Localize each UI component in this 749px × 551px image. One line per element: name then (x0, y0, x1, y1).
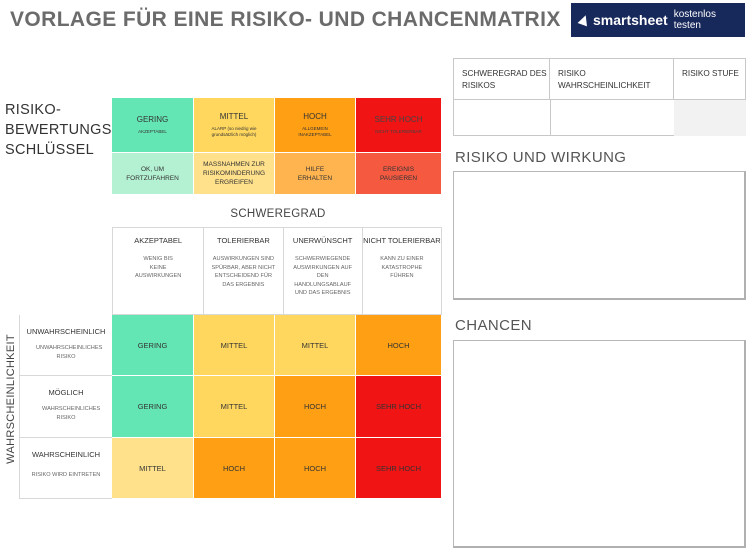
risk-impact-title: RISIKO UND WIRKUNG (455, 149, 627, 166)
key-level-subtitle: AKZEPTABEL (138, 129, 167, 134)
risk-key-label-line: SCHLÜSSEL (5, 142, 94, 158)
risk-impact-textbox[interactable] (453, 171, 746, 300)
severity-column: UNERWÜNSCHT SCHWERWIEGENDE AUSWIRKUNGEN … (284, 228, 363, 314)
matrix-cell: MITTEL (194, 315, 275, 376)
key-level-title: MITTEL (219, 112, 249, 121)
likelihood-row-title: WAHRSCHEINLICH (31, 450, 101, 459)
likelihood-row-desc: UNWAHRSCHEINLICHES RISIKO (36, 345, 103, 360)
logo-tagline: kostenlos testen (673, 9, 716, 31)
matrix-cell: GERING (112, 315, 194, 376)
key-action-text: MASSNAHMEN ZUR RISIKOMINDERUNG ERGREIFEN (202, 161, 266, 186)
key-action-gering: OK, UM FORTZUFAHREN (112, 153, 194, 195)
summary-divider (454, 99, 745, 100)
likelihood-row-desc: WAHRSCHEINLICHES RISIKO (42, 406, 101, 421)
key-action-mittel: MASSNAHMEN ZUR RISIKOMINDERUNG ERGREIFEN (194, 153, 275, 195)
key-level-subtitle: NICHT TOLERIERBAR (375, 129, 422, 134)
summary-input-likelihood[interactable] (550, 100, 675, 136)
severity-column-head: NICHT TOLERIERBAR (363, 236, 441, 245)
smartsheet-logo-button[interactable]: smartsheet kostenlos testen (571, 3, 745, 37)
key-action-text: EREIGNIS PAUSIEREN (379, 165, 418, 182)
severity-column-head: UNERWÜNSCHT (292, 236, 353, 245)
key-action-text: HILFE ERHALTEN (297, 165, 333, 182)
likelihood-row-title: UNWAHRSCHEINLICH (26, 327, 106, 336)
matrix-cell: HOCH (275, 438, 356, 499)
matrix-cell: GERING (112, 376, 194, 438)
matrix-cell: HOCH (275, 376, 356, 438)
page-title: VORLAGE FÜR EINE RISIKO- UND CHANCENMATR… (10, 8, 561, 31)
risk-summary-table: SCHWEREGRAD DES RISIKOS RISIKO WAHRSCHEI… (453, 58, 746, 136)
severity-column-desc: KANN ZU EINER KATASTROPHE FÜHREN (380, 256, 424, 279)
key-level-title: SEHR HOCH (374, 115, 423, 124)
severity-column: AKZEPTABEL WENIG BIS KEINE AUSWIRKUNGEN (113, 228, 205, 314)
risk-key-label: RISIKO- BEWERTUNGS- SCHLÜSSEL (5, 100, 117, 160)
key-level-hoch: HOCH ALLGEMEIN INAKZEPTABEL (275, 98, 356, 153)
key-level-mittel: MITTEL ALARP (so niedrig wie grundsätzli… (194, 98, 275, 153)
summary-header-likelihood: RISIKO WAHRSCHEINLICHKEIT (550, 59, 674, 99)
key-level-sehr-hoch: SEHR HOCH NICHT TOLERIERBAR (356, 98, 442, 153)
likelihood-row-head: UNWAHRSCHEINLICH UNWAHRSCHEINLICHES RISI… (19, 315, 112, 376)
matrix-cell: MITTEL (194, 376, 275, 438)
key-action-text: OK, UM FORTZUFAHREN (126, 165, 179, 182)
key-action-hoch: HILFE ERHALTEN (275, 153, 356, 195)
matrix-cell: MITTEL (275, 315, 356, 376)
matrix-cell: SEHR HOCH (356, 376, 442, 438)
matrix-cell: MITTEL (112, 438, 194, 499)
likelihood-row-head: MÖGLICH WAHRSCHEINLICHES RISIKO (19, 376, 112, 438)
key-level-gering: GERING AKZEPTABEL (112, 98, 194, 153)
summary-output-level (674, 100, 746, 136)
likelihood-row-desc: RISIKO WIRD EINTRETEN (31, 472, 101, 478)
severity-column: NICHT TOLERIERBAR KANN ZU EINER KATASTRO… (363, 228, 441, 314)
likelihood-title: WAHRSCHEINLICHKEIT (5, 334, 17, 464)
matrix-cell: HOCH (194, 438, 275, 499)
severity-header-table: AKZEPTABEL WENIG BIS KEINE AUSWIRKUNGEN … (112, 227, 442, 315)
matrix-cell: SEHR HOCH (356, 438, 442, 499)
key-level-subtitle: ALARP (so niedrig wie grundsätzlich mögl… (211, 126, 257, 137)
summary-input-severity[interactable] (454, 100, 551, 136)
matrix-cell: HOCH (356, 315, 442, 376)
key-level-title: GERING (136, 115, 169, 124)
risk-key-label-line: BEWERTUNGS- (5, 122, 117, 138)
likelihood-axis-label: WAHRSCHEINLICHKEIT (3, 317, 19, 480)
severity-column-desc: AUSWIRKUNGEN SIND SPÜRBAR, ABER NICHT EN… (211, 256, 276, 288)
smartsheet-logo-icon (577, 13, 591, 27)
opportunities-textbox[interactable] (453, 340, 746, 548)
severity-column: TOLERIERBAR AUSWIRKUNGEN SIND SPÜRBAR, A… (204, 228, 284, 314)
severity-column-head: TOLERIERBAR (217, 236, 270, 245)
opportunities-title: CHANCEN (455, 317, 532, 334)
severity-title: SCHWEREGRAD (230, 208, 326, 220)
severity-column-desc: WENIG BIS KEINE AUSWIRKUNGEN (135, 256, 182, 279)
likelihood-row-title: MÖGLICH (48, 388, 84, 397)
risk-key-label-line: RISIKO- (5, 102, 62, 118)
likelihood-row-head: WAHRSCHEINLICH RISIKO WIRD EINTRETEN (19, 438, 112, 499)
summary-header-severity: SCHWEREGRAD DES RISIKOS (454, 59, 550, 99)
logo-brand: smartsheet (593, 12, 668, 28)
summary-header-level: RISIKO STUFE (682, 69, 739, 78)
key-level-title: HOCH (303, 112, 327, 121)
key-level-subtitle: ALLGEMEIN INAKZEPTABEL (298, 126, 332, 137)
key-action-sehr-hoch: EREIGNIS PAUSIEREN (356, 153, 442, 195)
severity-column-desc: SCHWERWIEGENDE AUSWIRKUNGEN AUF DEN HAND… (293, 256, 353, 296)
severity-column-head: AKZEPTABEL (134, 236, 183, 245)
